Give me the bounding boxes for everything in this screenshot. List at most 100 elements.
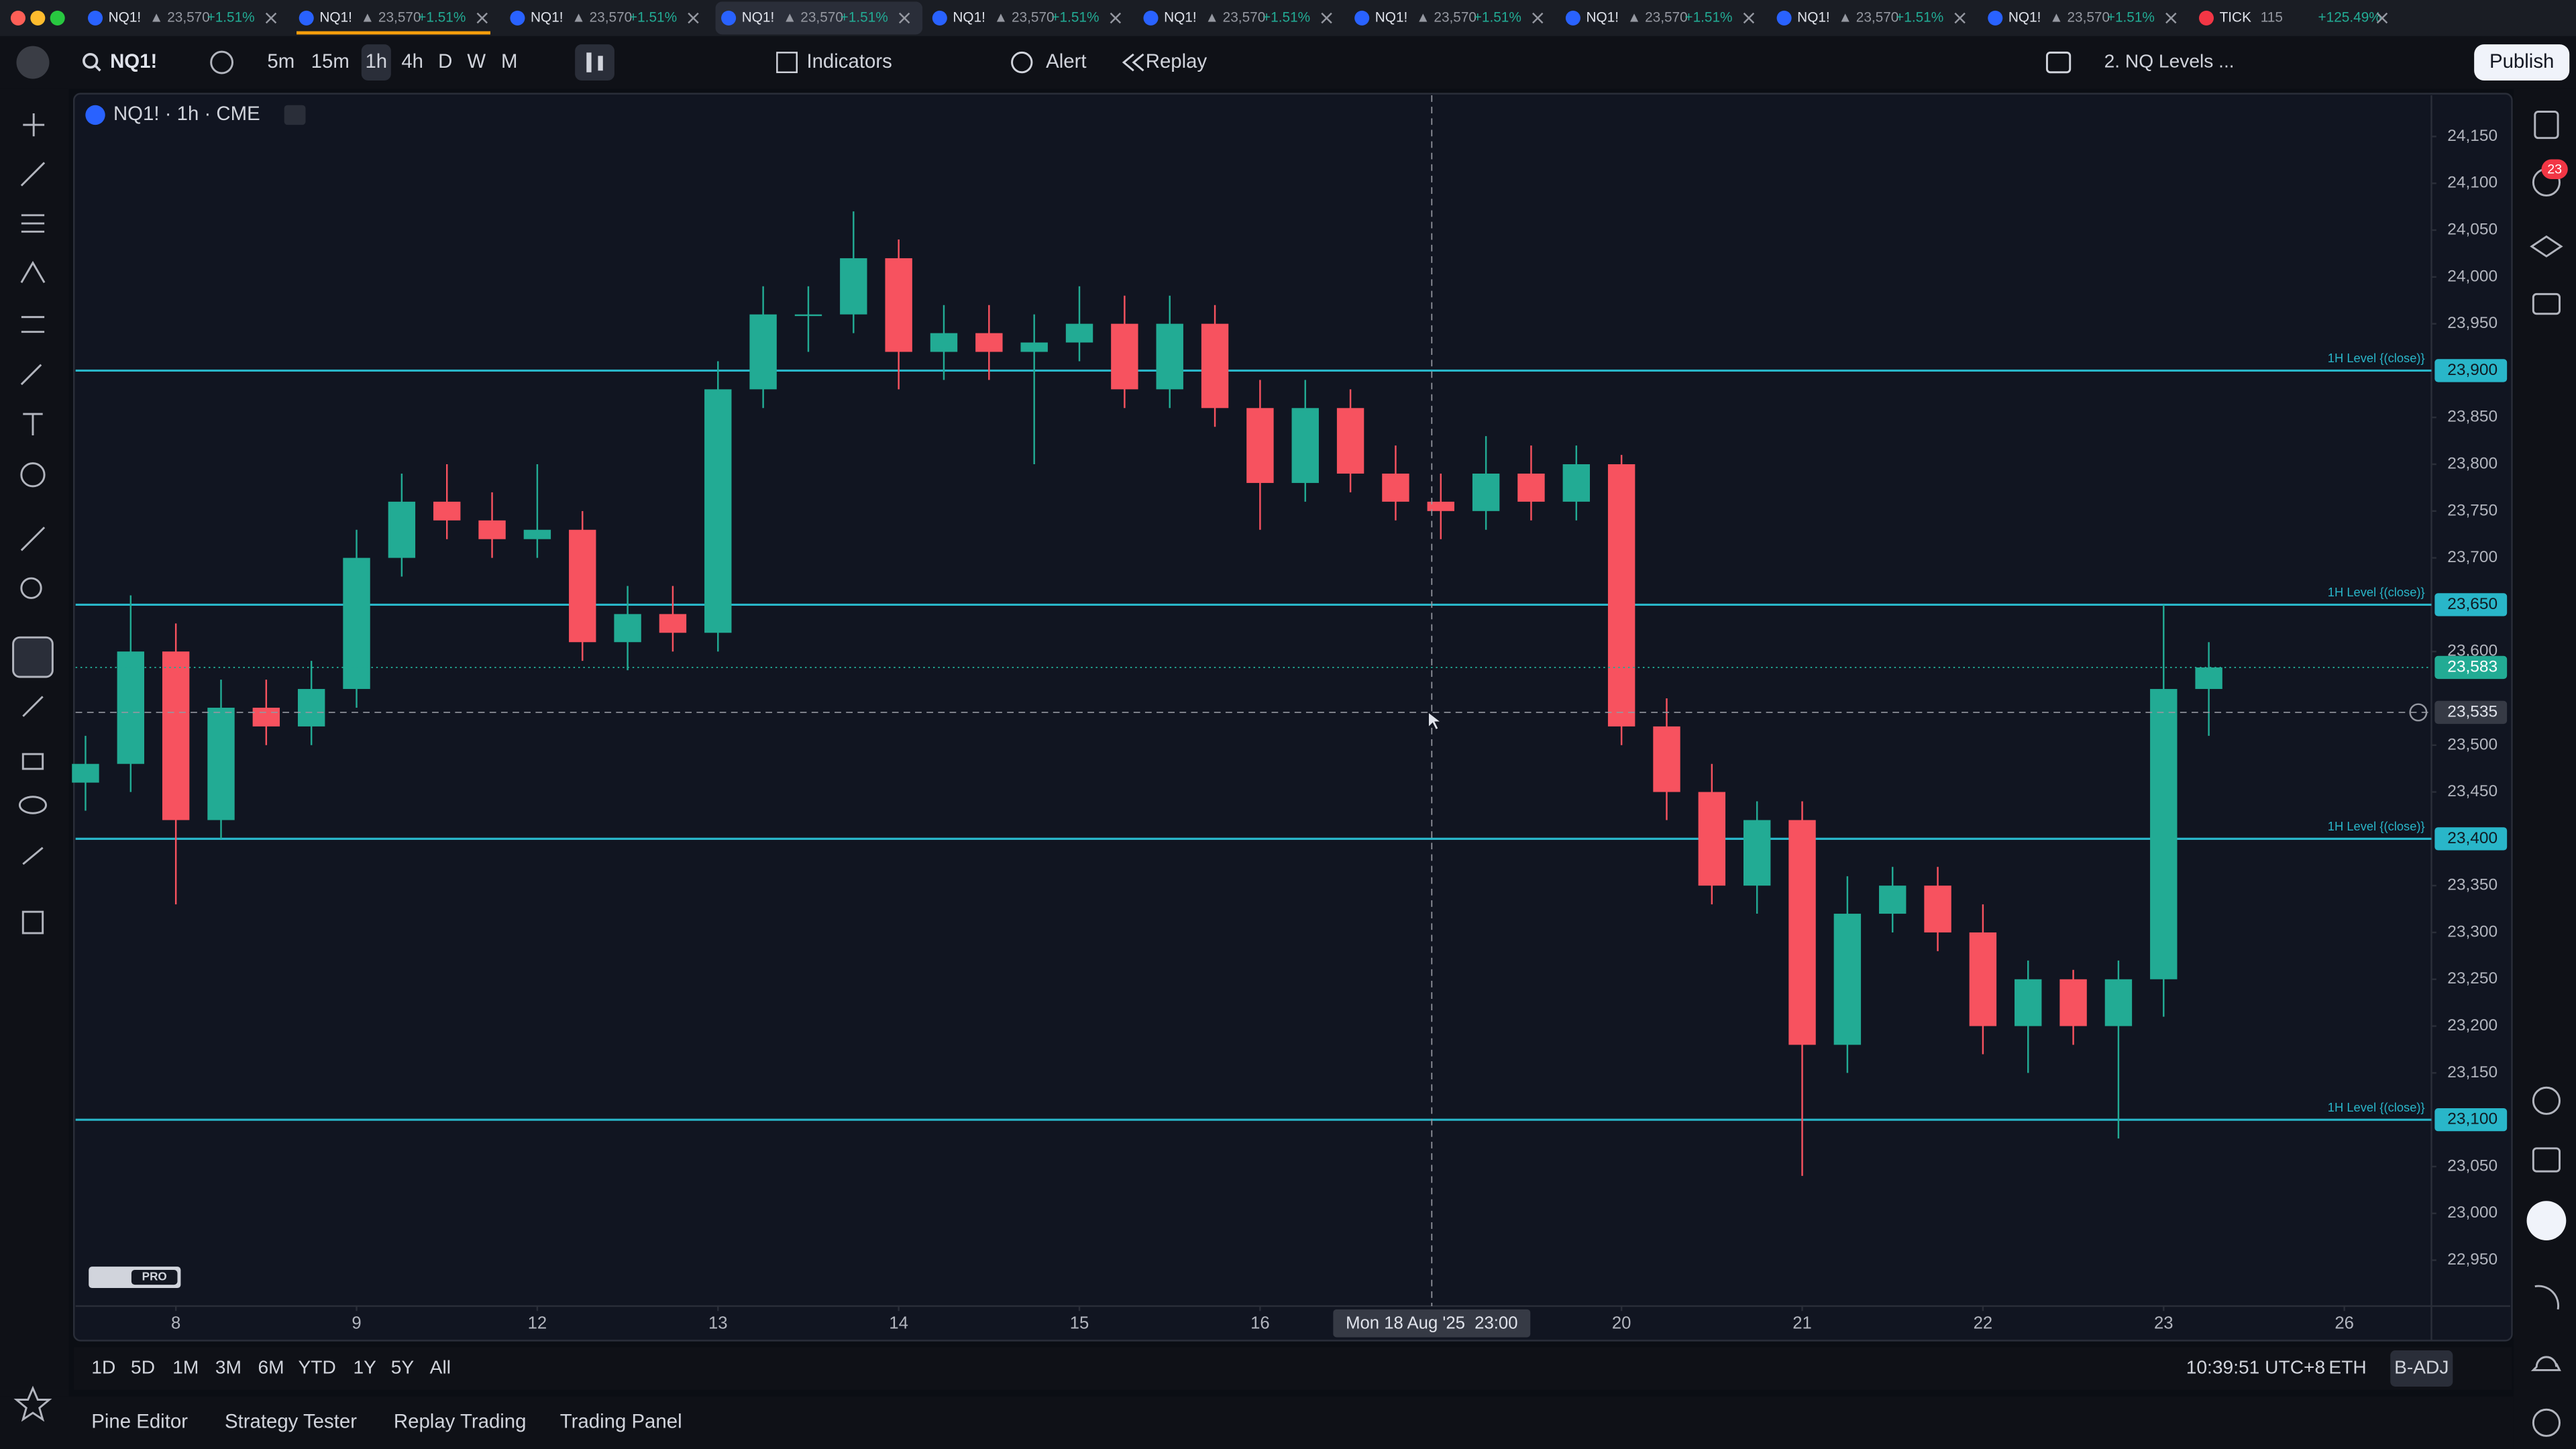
pattern-tool[interactable] [20, 260, 46, 283]
tab-close[interactable] [898, 12, 910, 24]
prediction-tool[interactable] [21, 316, 45, 333]
candle-body [297, 689, 325, 727]
close-window[interactable] [10, 10, 25, 25]
y-tick-label: 23,200 [2447, 1016, 2498, 1034]
interval-button[interactable]: 1h [365, 50, 387, 72]
panel-tab[interactable]: Pine Editor [91, 1411, 188, 1433]
magnet-tool[interactable] [12, 636, 54, 678]
range-button[interactable]: YTD [298, 1356, 335, 1377]
measure-tool[interactable] [20, 527, 46, 551]
help-icon[interactable] [2532, 1408, 2561, 1437]
target-icon[interactable] [2532, 1086, 2561, 1115]
interval-button[interactable]: 4h [401, 50, 423, 72]
tab-symbol[interactable]: NQ1! [531, 9, 564, 25]
plot-area: 24,150 24,100 24,050 24,000 23,950 23,850 23,8… [72, 95, 2511, 1341]
avatar[interactable] [16, 46, 50, 79]
range-button[interactable]: 6M [258, 1356, 284, 1377]
symbol-search[interactable]: NQ1! [110, 50, 157, 72]
adjust-label[interactable]: B-ADJ [2394, 1356, 2449, 1377]
favorites[interactable] [13, 1385, 52, 1422]
icon-tool[interactable] [20, 462, 46, 488]
cursor [1428, 711, 1442, 731]
legend-collapse[interactable] [284, 105, 306, 125]
tab-close[interactable] [1321, 12, 1332, 24]
tab-close[interactable] [1110, 12, 1122, 24]
zoom-window[interactable] [50, 10, 65, 25]
interval-button[interactable]: W [467, 50, 486, 72]
indicators-button[interactable]: Indicators [806, 50, 892, 72]
bottom-bar [74, 1347, 2512, 1390]
tab-close[interactable] [688, 12, 699, 24]
range-button[interactable]: 1Y [353, 1356, 376, 1377]
calendar-icon[interactable] [2532, 1147, 2561, 1173]
interval-button[interactable]: 15m [311, 50, 350, 72]
chart-style-active[interactable] [575, 44, 614, 80]
session-toggle[interactable]: ETH [2328, 1356, 2366, 1377]
tab-symbol[interactable]: NQ1! [1164, 9, 1197, 25]
range-button[interactable]: All [430, 1356, 451, 1377]
x-tick-label: 16 [1250, 1314, 1270, 1333]
tab-close[interactable] [476, 12, 488, 24]
crosshair-tool[interactable] [23, 113, 45, 137]
signal-icon[interactable] [2534, 1285, 2560, 1310]
apps-button[interactable] [2526, 1201, 2567, 1240]
level-badge [2434, 827, 2508, 851]
range-button[interactable]: 1M [172, 1356, 199, 1377]
chat-icon[interactable] [2532, 292, 2561, 315]
interval-button[interactable]: D [438, 50, 452, 72]
minimize-window[interactable] [30, 10, 46, 25]
text-tool[interactable] [23, 413, 43, 435]
trend-line-tool[interactable] [20, 162, 46, 186]
tab-change: +1.51% [1684, 9, 1732, 25]
hide-tool[interactable] [18, 796, 48, 814]
range-button[interactable]: 3M [215, 1356, 241, 1377]
delete-tool[interactable] [21, 910, 44, 934]
layers-icon[interactable] [2530, 235, 2563, 258]
interval-button[interactable]: M [501, 50, 517, 72]
interval-button[interactable]: 5m [267, 50, 294, 72]
y-tick-label: 23,000 [2447, 1203, 2498, 1222]
tab-symbol[interactable]: NQ1! [1797, 9, 1830, 25]
layout-name[interactable]: 2. NQ Levels ... [2104, 50, 2235, 71]
y-tick-label: 24,100 [2447, 174, 2498, 192]
tab-symbol[interactable]: NQ1! [1586, 9, 1619, 25]
zoom-tool[interactable] [20, 577, 42, 599]
tab-close[interactable] [265, 12, 277, 24]
compare-button[interactable] [210, 50, 234, 74]
panel-tab[interactable]: Strategy Tester [225, 1411, 357, 1433]
adjust-button[interactable] [2390, 1350, 2453, 1387]
symbol-logo [85, 105, 105, 125]
tab-close[interactable] [1743, 12, 1755, 24]
stay-drawing[interactable] [22, 696, 44, 717]
replay-button[interactable]: Replay [1146, 50, 1208, 72]
tab-close[interactable] [2165, 12, 2177, 24]
lock-tool[interactable] [21, 753, 44, 770]
panel-tab[interactable]: Trading Panel [560, 1411, 682, 1433]
tab-close[interactable] [1532, 12, 1544, 24]
publish-label[interactable]: Publish [2489, 50, 2554, 72]
x-tick-label: 20 [1612, 1314, 1631, 1333]
tab-close[interactable] [2376, 12, 2388, 24]
brush-tool[interactable] [20, 364, 42, 386]
tab-symbol[interactable]: NQ1! [742, 9, 775, 25]
tab-symbol[interactable]: TICK [2220, 9, 2252, 25]
bell-icon[interactable] [2530, 1356, 2561, 1371]
tab-price: ▲ 23,570 [783, 9, 843, 25]
tab-symbol[interactable]: NQ1! [953, 9, 985, 25]
tab-symbol[interactable]: NQ1! [1375, 9, 1408, 25]
tab-symbol[interactable]: NQ1! [109, 9, 142, 25]
add-alert-button[interactable] [2409, 703, 2428, 722]
watchlist-icon[interactable] [2534, 111, 2559, 140]
panel-tab[interactable]: Replay Trading [394, 1411, 527, 1433]
tab-close[interactable] [1954, 12, 1966, 24]
range-button[interactable]: 1D [91, 1356, 115, 1377]
range-button[interactable]: 5Y [391, 1356, 415, 1377]
publish-button[interactable] [2474, 44, 2570, 80]
alert-button[interactable]: Alert [1046, 50, 1086, 72]
range-button[interactable]: 5D [131, 1356, 155, 1377]
tab-symbol[interactable]: NQ1! [319, 9, 352, 25]
y-tick-label: 23,500 [2447, 735, 2498, 753]
tab-symbol[interactable]: NQ1! [2008, 9, 2041, 25]
fib-tool[interactable] [21, 214, 45, 233]
link-tool[interactable] [22, 847, 44, 865]
